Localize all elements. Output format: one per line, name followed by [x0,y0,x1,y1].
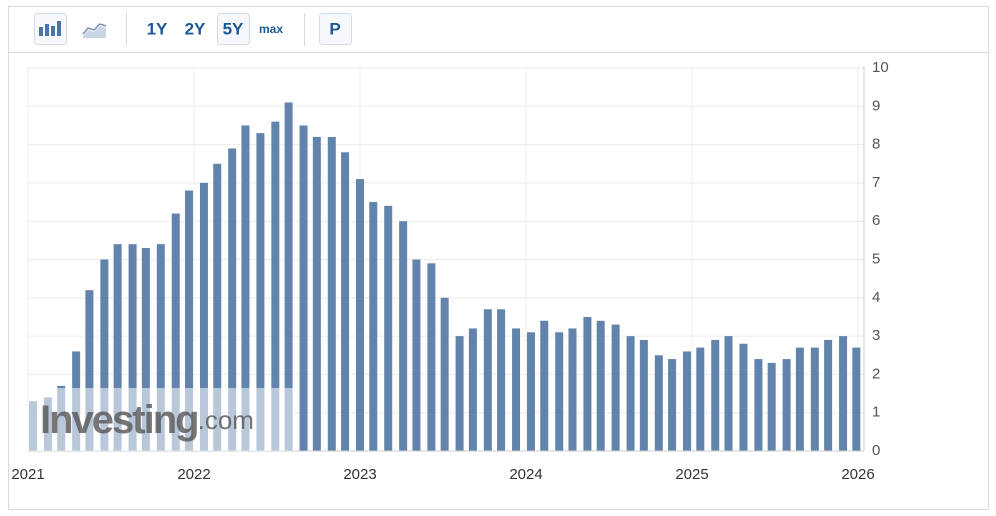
bar [568,328,577,451]
print-button[interactable]: P [329,19,340,38]
bar [782,359,791,451]
watermark-suffix: .com [198,405,254,435]
bar [284,102,293,451]
x-tick-label: 2023 [343,466,376,483]
bar [312,136,321,451]
selected-range-box [217,13,250,45]
bar [113,244,122,451]
bar [100,259,109,451]
bar [596,320,605,451]
x-tick-label: 2024 [509,466,542,483]
bar [384,205,393,451]
bar [455,336,464,451]
x-tick-label: 2026 [841,466,874,483]
bar [810,347,819,451]
bar [852,347,861,451]
bar [683,351,692,451]
range-button[interactable]: max [259,22,283,36]
y-tick-label: 5 [872,250,880,267]
bar [626,336,635,451]
bar [327,136,336,451]
bar [824,339,833,451]
bar [724,336,733,451]
x-tick-label: 2025 [675,466,708,483]
bar [767,362,776,451]
watermark-backdrop [28,388,294,451]
range-button[interactable]: 1Y [147,19,168,38]
bar [356,179,364,451]
x-tick-label: 2022 [177,466,210,483]
y-tick-label: 10 [872,59,889,76]
bar [540,320,549,451]
bar [468,328,477,451]
y-tick-label: 1 [872,404,880,421]
bar [795,347,804,451]
bar [399,221,408,451]
bar [299,125,308,451]
bar [85,290,94,451]
bar [668,359,677,451]
y-tick-label: 0 [872,442,880,459]
print-button-box [319,13,352,45]
bar [639,339,648,451]
bar [696,347,705,451]
y-tick-label: 8 [872,136,880,153]
bar [185,190,194,451]
y-tick-label: 7 [872,174,880,191]
bar [199,182,208,451]
watermark-brand: Investing.com [40,398,254,442]
x-tick-label: 2021 [11,466,44,483]
area-chart-button[interactable] [82,23,107,38]
bar [497,309,506,451]
y-tick-label: 4 [872,289,880,306]
bar [156,244,165,451]
bar [427,263,436,451]
bar [141,248,150,451]
bar [412,259,421,451]
bar [526,332,535,451]
bar [271,121,280,452]
bar [241,125,250,451]
watermark: Investing.com [28,388,294,451]
bar [555,332,564,451]
bar [171,213,180,451]
bar [512,328,521,451]
bar [711,339,720,451]
bar-chart-button[interactable] [34,13,67,45]
bar [228,148,237,451]
bar [483,309,492,451]
bar [213,163,222,451]
y-tick-label: 3 [872,327,880,344]
bar [369,202,378,451]
bar [341,152,350,451]
bar [611,324,620,451]
range-button[interactable]: 5Y [223,19,244,38]
bar [654,355,663,451]
bar [583,316,592,451]
bar [754,359,763,451]
bar [128,244,137,451]
bar [739,343,748,451]
watermark-brand-text: Investing [40,398,198,442]
y-tick-label: 2 [872,365,880,382]
range-button[interactable]: 2Y [185,19,206,38]
y-tick-label: 9 [872,97,880,114]
bar [839,336,848,451]
plot: 0 1 2 3 4 5 6 7 8 9 10 2021 2022 2023 2024 2025 2026 [11,59,888,483]
bar [256,133,265,452]
bar [440,297,449,451]
y-tick-label: 6 [872,212,880,229]
